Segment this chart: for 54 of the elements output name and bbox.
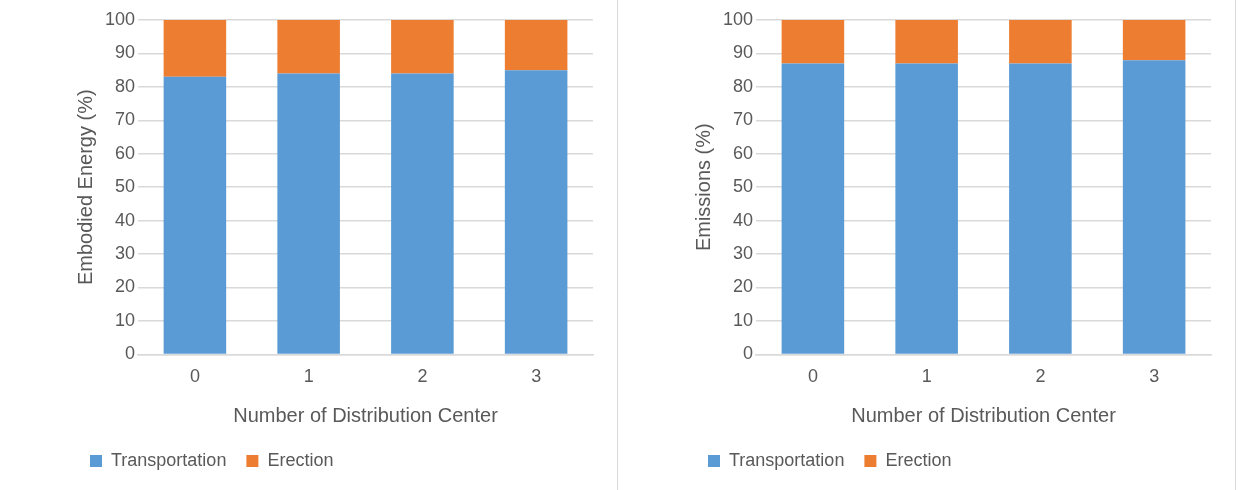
bar <box>1009 63 1072 354</box>
bar <box>163 76 227 354</box>
bar <box>781 20 845 64</box>
legend-label: Erection <box>885 449 952 470</box>
y-tick-label: 80 <box>733 75 754 96</box>
x-axis-title: Number of Distribution Center <box>233 403 499 426</box>
x-tick-label: 2 <box>1035 366 1046 387</box>
y-tick-label: 50 <box>115 176 136 197</box>
y-tick-label: 100 <box>104 8 136 29</box>
y-tick-label: 40 <box>115 209 136 230</box>
bar <box>504 70 568 354</box>
y-axis-title: Embodied Energy (%) <box>73 89 96 286</box>
x-tick-label: 0 <box>807 366 818 387</box>
y-tick-label: 100 <box>722 8 754 29</box>
y-axis-title: Emissions (%) <box>691 123 714 252</box>
y-tick-label: 20 <box>733 276 754 297</box>
x-tick-label: 1 <box>303 366 314 387</box>
y-tick-label: 10 <box>115 309 136 330</box>
bar <box>163 20 227 77</box>
bar <box>1009 20 1072 64</box>
bar <box>391 73 454 354</box>
x-tick-label: 2 <box>417 366 428 387</box>
y-tick-label: 90 <box>733 42 754 63</box>
y-tick-label: 70 <box>733 109 754 130</box>
y-tick-label: 30 <box>733 243 754 264</box>
y-tick-label: 80 <box>115 75 136 96</box>
legend-label: Erection <box>267 449 334 470</box>
bar <box>277 73 340 354</box>
bar <box>895 20 958 64</box>
bar <box>895 63 958 354</box>
bar <box>1122 60 1186 354</box>
x-axis-title: Number of Distribution Center <box>851 403 1117 426</box>
y-tick-label: 60 <box>115 142 136 163</box>
bar <box>277 20 340 74</box>
y-tick-label: 40 <box>733 209 754 230</box>
y-tick-label: 90 <box>115 42 136 63</box>
y-tick-label: 10 <box>733 309 754 330</box>
bar <box>1122 20 1186 61</box>
y-tick-label: 0 <box>743 343 754 364</box>
bar <box>391 20 454 74</box>
bar <box>504 20 568 71</box>
y-tick-label: 60 <box>733 142 754 163</box>
bar <box>781 63 845 354</box>
x-tick-label: 0 <box>189 366 200 387</box>
y-tick-label: 70 <box>115 109 136 130</box>
x-tick-label: 1 <box>921 366 932 387</box>
y-tick-label: 0 <box>125 343 136 364</box>
x-tick-label: 3 <box>531 366 542 387</box>
x-tick-label: 3 <box>1149 366 1160 387</box>
y-tick-label: 20 <box>115 276 136 297</box>
y-tick-label: 50 <box>733 176 754 197</box>
legend-label: Transportation <box>729 449 845 470</box>
legend-label: Transportation <box>111 449 227 470</box>
y-tick-label: 30 <box>115 243 136 264</box>
